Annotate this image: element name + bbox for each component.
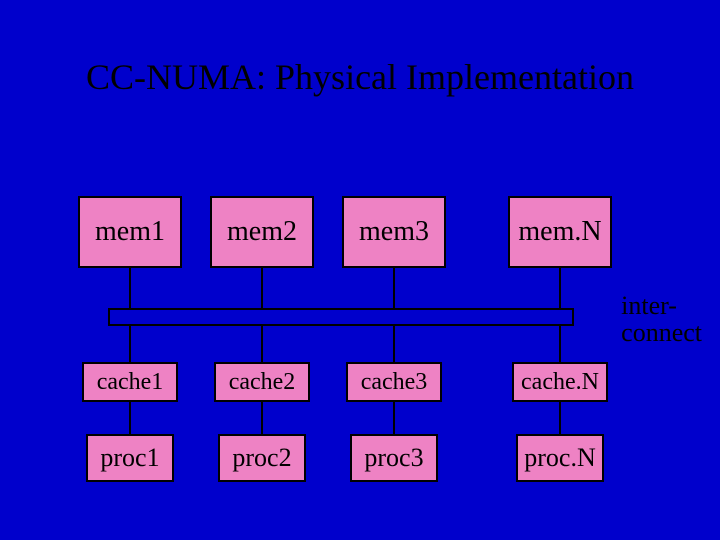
proc-box: proc3 (350, 434, 438, 482)
connector (559, 326, 561, 362)
mem-box: mem1 (78, 196, 182, 268)
proc-box: proc1 (86, 434, 174, 482)
cache-box: cache2 (214, 362, 310, 402)
connector (559, 268, 561, 308)
connector (261, 326, 263, 362)
interconnect-label: inter- connect (621, 292, 702, 347)
connector (559, 402, 561, 434)
mem-box: mem.N (508, 196, 612, 268)
connector (261, 402, 263, 434)
cache-box: cache.N (512, 362, 608, 402)
interconnect-label-line1: inter- (621, 291, 677, 320)
connector (393, 402, 395, 434)
connector (393, 268, 395, 308)
connector (393, 326, 395, 362)
interconnect-label-line2: connect (621, 318, 702, 347)
connector (129, 268, 131, 308)
slide-title: CC-NUMA: Physical Implementation (0, 56, 720, 98)
proc-box: proc.N (516, 434, 604, 482)
proc-box: proc2 (218, 434, 306, 482)
interconnect-bar (108, 308, 574, 326)
mem-box: mem2 (210, 196, 314, 268)
connector (261, 268, 263, 308)
connector (129, 402, 131, 434)
cache-box: cache3 (346, 362, 442, 402)
mem-box: mem3 (342, 196, 446, 268)
connector (129, 326, 131, 362)
cache-box: cache1 (82, 362, 178, 402)
